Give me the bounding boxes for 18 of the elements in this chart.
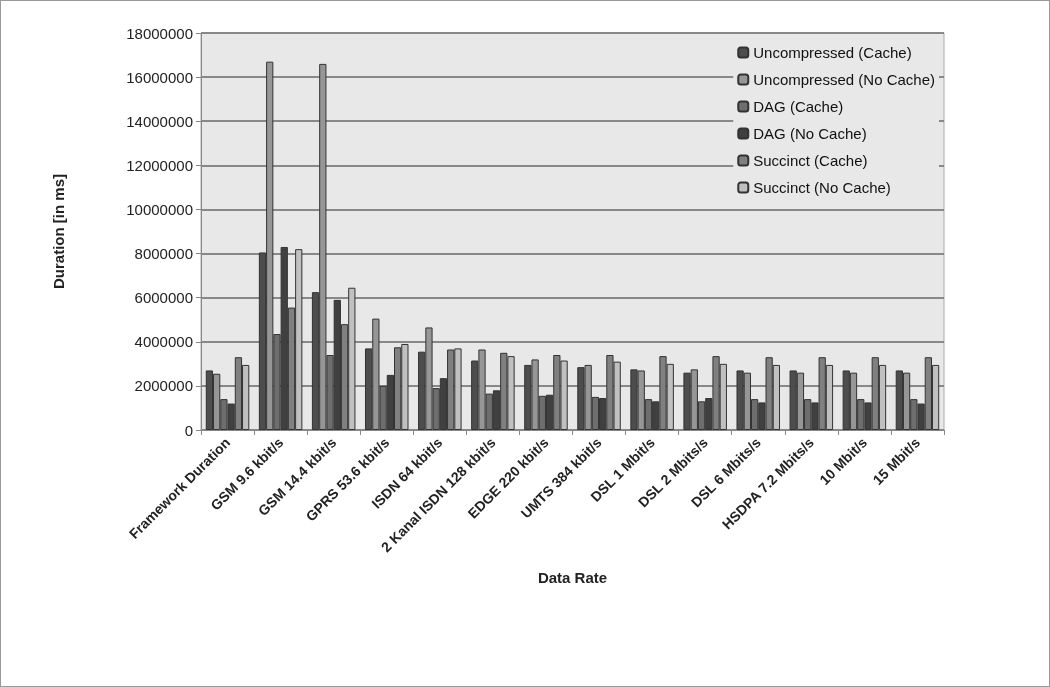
y-tick-label: 10000000 <box>126 200 193 218</box>
legend-label: DAG (Cache) <box>753 98 844 115</box>
y-tick-label: 14000000 <box>126 112 193 130</box>
y-tick-label: 2000000 <box>134 377 193 395</box>
legend-label: Succinct (Cache) <box>753 152 868 169</box>
legend-label: Uncompressed (No Cache) <box>753 71 936 88</box>
legend-label: DAG (No Cache) <box>753 125 867 142</box>
y-tick-label: 18000000 <box>126 24 193 42</box>
y-axis-title: Duration [in ms] <box>50 174 67 289</box>
y-tick-label: 16000000 <box>126 68 193 86</box>
y-tick-label: 8000000 <box>134 245 193 263</box>
y-tick-label: 0 <box>184 421 193 439</box>
y-tick-label: 4000000 <box>134 333 193 351</box>
legend-label: Succinct (No Cache) <box>753 179 891 196</box>
legend-label: Uncompressed (Cache) <box>753 44 912 61</box>
y-tick-label: 6000000 <box>134 289 193 307</box>
y-tick-label: 12000000 <box>126 156 193 174</box>
x-axis-title: Data Rate <box>537 569 608 586</box>
